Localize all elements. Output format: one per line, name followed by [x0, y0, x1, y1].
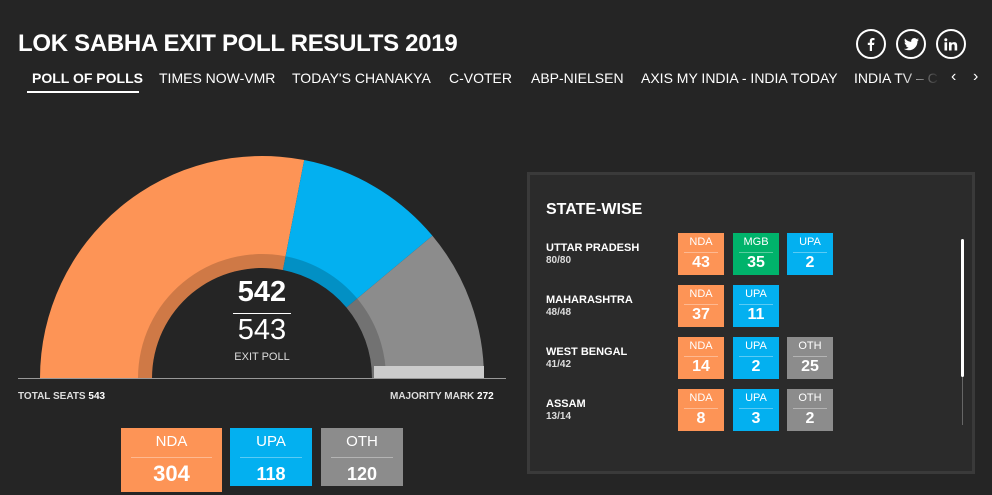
linkedin-share-button[interactable]: [936, 29, 966, 59]
state-seats: 13/14: [546, 411, 572, 422]
state-seats: 48/48: [546, 307, 572, 318]
tab-poll-of-polls[interactable]: POLL OF POLLS: [32, 70, 143, 86]
tabs-prev-button[interactable]: ‹: [951, 68, 957, 85]
party-seats: 2: [805, 410, 815, 427]
party-seats: 25: [801, 358, 819, 375]
majority-mark-value: 272: [477, 391, 494, 402]
oth-label: OTH: [346, 433, 378, 450]
state-seats: 80/80: [546, 255, 572, 266]
party-box: OTH 2: [787, 389, 833, 431]
total-seats-value: 543: [88, 391, 106, 402]
party-label: UPA: [799, 236, 821, 248]
facebook-share-button[interactable]: [856, 29, 886, 59]
party-box: UPA 11: [733, 285, 779, 327]
twitter-icon: [903, 37, 919, 50]
donut-slice-oth: [346, 235, 484, 378]
party-label: NDA: [689, 236, 713, 248]
state-name: UTTAR PRADESH: [546, 242, 640, 254]
party-box: MGB 35: [733, 233, 779, 275]
party-seats: 43: [692, 254, 710, 271]
tab-todays-chanakya[interactable]: TODAY'S CHANAKYA: [292, 70, 431, 86]
party-box: UPA 3: [733, 389, 779, 431]
party-seats: 2: [805, 254, 815, 271]
donut-undeclared-slice: [374, 366, 484, 378]
upa-summary-box: UPA 118: [230, 428, 312, 486]
tabs-fade: [900, 66, 940, 96]
state-seats: 41/42: [546, 359, 572, 370]
nda-seats: 304: [153, 461, 190, 486]
party-label: OTH: [798, 340, 822, 352]
party-box: UPA 2: [787, 233, 833, 275]
party-label: UPA: [745, 392, 767, 404]
party-label: NDA: [689, 392, 713, 404]
tab-arrows-bg: [938, 66, 992, 96]
tab-c-voter[interactable]: C-VOTER: [449, 70, 512, 86]
party-label: NDA: [689, 288, 713, 300]
party-box: OTH 25: [787, 337, 833, 379]
party-label: OTH: [798, 392, 822, 404]
upa-seats: 118: [256, 464, 286, 484]
party-seats: 35: [747, 254, 765, 271]
nda-label: NDA: [155, 433, 188, 450]
upa-label: UPA: [256, 433, 286, 450]
page-title: LOK SABHA EXIT POLL RESULTS 2019: [18, 30, 458, 57]
twitter-share-button[interactable]: [896, 29, 926, 59]
party-box: UPA 2: [733, 337, 779, 379]
facebook-icon: [867, 38, 875, 51]
donut-inner-ring-oth: [346, 298, 386, 378]
chart-baseline: [18, 378, 506, 379]
total-seats-footer: TOTAL SEATS 543: [18, 391, 105, 402]
donut-slice-upa: [282, 160, 433, 308]
donut-inner-ring-upa: [282, 256, 358, 308]
tabs-next-button[interactable]: ›: [973, 68, 979, 85]
nda-summary-box: NDA 304: [121, 428, 222, 492]
party-label: UPA: [745, 340, 767, 352]
state-name: WEST BENGAL: [546, 346, 628, 358]
state-name: MAHARASHTRA: [546, 294, 633, 306]
oth-seats: 120: [346, 464, 378, 484]
party-seats: 3: [751, 410, 761, 427]
state-wise-panel: STATE-WISE UTTAR PRADESH 80/80 NDA 43 MGB…: [527, 172, 975, 474]
party-seats: 11: [747, 306, 765, 323]
poll-tabs: POLL OF POLLS TIMES NOW-VMR TODAY'S CHAN…: [0, 66, 992, 96]
seat-share-donut: [40, 156, 484, 378]
total-seats-number: 543: [237, 314, 287, 346]
state-name: ASSAM: [546, 398, 586, 410]
tab-times-now-vmr[interactable]: TIMES NOW-VMR: [159, 70, 276, 86]
oth-summary-box: OTH 120: [321, 428, 403, 486]
tab-abp-nielsen[interactable]: ABP-NIELSEN: [531, 70, 624, 86]
exit-poll-label: EXIT POLL: [234, 351, 290, 363]
party-box: NDA 14: [678, 337, 724, 379]
tab-axis-my-india[interactable]: AXIS MY INDIA - INDIA TODAY: [641, 70, 838, 86]
party-box: NDA 8: [678, 389, 724, 431]
party-label: NDA: [689, 340, 713, 352]
donut-slice-nda: [40, 156, 305, 378]
party-seats: 14: [692, 358, 710, 375]
donut-inner-ring-nda: [138, 254, 286, 378]
scrollbar-thumb[interactable]: [961, 239, 964, 377]
party-box: NDA 43: [678, 233, 724, 275]
exit-poll-total: 542: [237, 276, 287, 308]
state-wise-title: STATE-WISE: [546, 201, 643, 218]
party-seats: 8: [696, 410, 706, 427]
party-label: MGB: [743, 236, 769, 248]
party-label: UPA: [745, 288, 767, 300]
fraction-line: [233, 313, 291, 314]
active-tab-indicator: [27, 91, 139, 93]
party-seats: 2: [751, 358, 761, 375]
majority-mark-label: MAJORITY MARK: [390, 391, 475, 402]
total-seats-label: TOTAL SEATS: [18, 391, 86, 402]
linkedin-icon: [944, 37, 958, 50]
party-seats: 37: [692, 306, 710, 323]
majority-mark-footer: MAJORITY MARK 272: [390, 391, 494, 402]
party-box: NDA 37: [678, 285, 724, 327]
